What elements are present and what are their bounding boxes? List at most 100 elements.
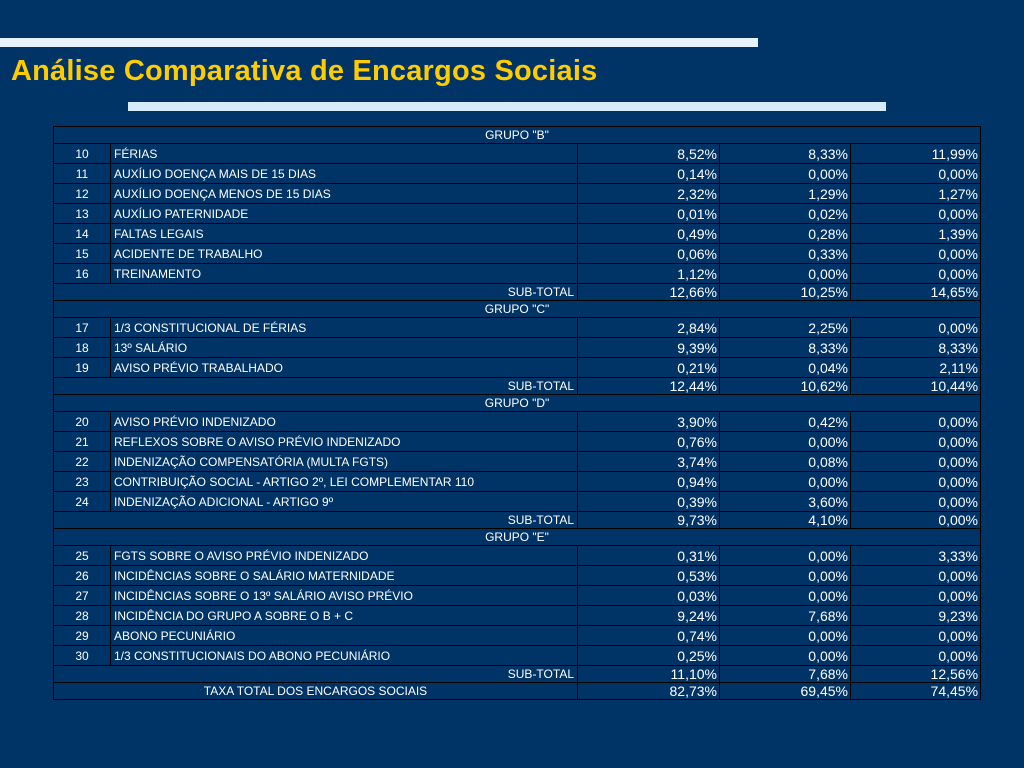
- group-header: GRUPO "B": [52, 126, 982, 144]
- item-value-1: 9,24%: [577, 605, 720, 626]
- item-value-2: 0,00%: [719, 163, 851, 184]
- group-header-row: GRUPO "D": [52, 394, 982, 412]
- item-number: 21: [53, 431, 111, 452]
- table-row: 20 AVISO PRÉVIO INDENIZADO 3,90% 0,42% 0,00%: [53, 411, 982, 432]
- table-row: 26 INCIDÊNCIAS SOBRE O SALÁRIO MATERNIDAD…: [53, 565, 982, 586]
- item-label: INCIDÊNCIA DO GRUPO A SOBRE O B + C: [110, 605, 578, 626]
- item-value-1: 0,76%: [577, 431, 720, 452]
- item-value-3: 1,27%: [849, 183, 982, 204]
- item-value-1: 0,39%: [577, 491, 720, 512]
- item-value-3: 0,00%: [849, 243, 982, 264]
- item-value-1: 3,90%: [577, 411, 720, 432]
- subtotal-value-3: 12,56%: [849, 665, 982, 683]
- item-value-3: 0,00%: [849, 471, 982, 492]
- subtotal-value-3: 0,00%: [849, 511, 982, 529]
- item-value-1: 0,25%: [577, 645, 720, 666]
- subtotal-label: SUB-TOTAL: [53, 377, 578, 395]
- table-row: 29 ABONO PECUNIÁRIO 0,74% 0,00% 0,00%: [53, 625, 982, 646]
- subtotal-label: SUB-TOTAL: [53, 511, 578, 529]
- table-row: 18 13º SALÁRIO 9,39% 8,33% 8,33%: [53, 337, 982, 358]
- item-label: FGTS SOBRE O AVISO PRÉVIO INDENIZADO: [110, 545, 578, 566]
- item-value-1: 0,53%: [577, 565, 720, 586]
- item-value-2: 0,00%: [719, 431, 851, 452]
- item-value-1: 2,84%: [577, 317, 720, 338]
- item-value-1: 0,94%: [577, 471, 720, 492]
- item-label: ACIDENTE DE TRABALHO: [110, 243, 578, 264]
- item-value-1: 0,06%: [577, 243, 720, 264]
- item-label: INCIDÊNCIAS SOBRE O SALÁRIO MATERNIDADE: [110, 565, 578, 586]
- table-row: 12 AUXÍLIO DOENÇA MENOS DE 15 DIAS 2,32% 1,…: [53, 183, 982, 204]
- item-value-1: 0,01%: [577, 203, 720, 224]
- item-value-1: 2,32%: [577, 183, 720, 204]
- subtotal-row: SUB-TOTAL 12,66% 10,25% 14,65%: [53, 283, 982, 301]
- item-value-2: 8,33%: [719, 143, 851, 164]
- item-label: AUXÍLIO DOENÇA MENOS DE 15 DIAS: [110, 183, 578, 204]
- table-row: 17 1/3 CONSTITUCIONAL DE FÉRIAS 2,84% 2,25%…: [53, 317, 982, 338]
- item-value-2: 0,00%: [719, 645, 851, 666]
- item-value-1: 9,39%: [577, 337, 720, 358]
- item-number: 17: [53, 317, 111, 338]
- item-value-2: 8,33%: [719, 337, 851, 358]
- item-value-3: 0,00%: [849, 411, 982, 432]
- item-value-2: 0,00%: [719, 585, 851, 606]
- total-label: TAXA TOTAL DOS ENCARGOS SOCIAIS: [53, 682, 578, 700]
- item-label: 1/3 CONSTITUCIONAL DE FÉRIAS: [110, 317, 578, 338]
- table-row: 28 INCIDÊNCIA DO GRUPO A SOBRE O B + C 9,2…: [53, 605, 982, 626]
- item-number: 30: [53, 645, 111, 666]
- table-row: 25 FGTS SOBRE O AVISO PRÉVIO INDENIZADO 0,…: [53, 545, 982, 566]
- table-row: 21 REFLEXOS SOBRE O AVISO PRÉVIO INDENIZA…: [53, 431, 982, 452]
- table-row: 30 1/3 CONSTITUCIONAIS DO ABONO PECUNIÁRI…: [53, 645, 982, 666]
- total-value-2: 69,45%: [719, 682, 851, 700]
- item-number: 13: [53, 203, 111, 224]
- item-label: FALTAS LEGAIS: [110, 223, 578, 244]
- subtotal-value-2: 7,68%: [719, 665, 851, 683]
- subtotal-value-1: 9,73%: [577, 511, 720, 529]
- subtotal-value-1: 12,66%: [577, 283, 720, 301]
- item-value-1: 0,74%: [577, 625, 720, 646]
- item-number: 14: [53, 223, 111, 244]
- item-value-1: 0,03%: [577, 585, 720, 606]
- item-number: 16: [53, 263, 111, 284]
- item-number: 22: [53, 451, 111, 472]
- encargos-table: GRUPO "B" 10 FÉRIAS 8,52% 8,33% 11,99% 11 AUXÍL…: [52, 126, 982, 700]
- item-number: 24: [53, 491, 111, 512]
- group-header: GRUPO "C": [52, 300, 982, 318]
- item-value-2: 0,00%: [719, 263, 851, 284]
- subtotal-value-2: 4,10%: [719, 511, 851, 529]
- item-number: 20: [53, 411, 111, 432]
- item-value-2: 0,42%: [719, 411, 851, 432]
- item-label: AUXÍLIO PATERNIDADE: [110, 203, 578, 224]
- item-number: 26: [53, 565, 111, 586]
- item-value-3: 0,00%: [849, 317, 982, 338]
- item-value-3: 0,00%: [849, 203, 982, 224]
- item-number: 23: [53, 471, 111, 492]
- group-header: GRUPO "D": [52, 394, 982, 412]
- item-label: AVISO PRÉVIO TRABALHADO: [110, 357, 578, 378]
- table-row: 15 ACIDENTE DE TRABALHO 0,06% 0,33% 0,00%: [53, 243, 982, 264]
- item-label: INDENIZAÇÃO COMPENSATÓRIA (MULTA FGTS): [110, 451, 578, 472]
- item-label: INDENIZAÇÃO ADICIONAL - ARTIGO 9º: [110, 491, 578, 512]
- subtotal-value-1: 12,44%: [577, 377, 720, 395]
- table-row: 23 CONTRIBUIÇÃO SOCIAL - ARTIGO 2º, LEI C…: [53, 471, 982, 492]
- subtotal-row: SUB-TOTAL 9,73% 4,10% 0,00%: [53, 511, 982, 529]
- subtotal-label: SUB-TOTAL: [53, 283, 578, 301]
- item-label: INCIDÊNCIAS SOBRE O 13º SALÁRIO AVISO PR…: [110, 585, 578, 606]
- table-row: 10 FÉRIAS 8,52% 8,33% 11,99%: [53, 143, 982, 164]
- item-value-1: 8,52%: [577, 143, 720, 164]
- item-number: 10: [53, 143, 111, 164]
- item-value-3: 3,33%: [849, 545, 982, 566]
- item-value-2: 1,29%: [719, 183, 851, 204]
- subtotal-value-3: 10,44%: [849, 377, 982, 395]
- group-header: GRUPO "E": [52, 528, 982, 546]
- subtotal-row: SUB-TOTAL 11,10% 7,68% 12,56%: [53, 665, 982, 683]
- item-value-3: 1,39%: [849, 223, 982, 244]
- item-number: 29: [53, 625, 111, 646]
- item-value-2: 2,25%: [719, 317, 851, 338]
- encargos-table-body: GRUPO "B" 10 FÉRIAS 8,52% 8,33% 11,99% 11 AUXÍL…: [52, 126, 982, 700]
- bottom-decorative-bar: [128, 102, 886, 111]
- item-value-2: 0,02%: [719, 203, 851, 224]
- item-value-3: 0,00%: [849, 645, 982, 666]
- item-value-3: 8,33%: [849, 337, 982, 358]
- subtotal-value-1: 11,10%: [577, 665, 720, 683]
- total-value-1: 82,73%: [577, 682, 720, 700]
